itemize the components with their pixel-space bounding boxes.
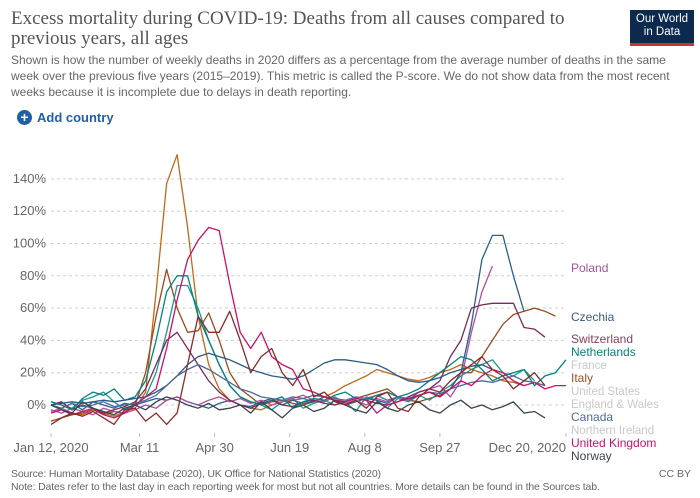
- add-country-label: Add country: [37, 110, 114, 125]
- x-tick-label: Jun 19: [270, 440, 309, 455]
- legend-label-netherlands[interactable]: Netherlands: [571, 345, 636, 359]
- x-tick-label: Mar 11: [120, 440, 160, 455]
- y-tick-label: 0%: [27, 397, 46, 412]
- legend-label-norway[interactable]: Norway: [571, 449, 612, 463]
- chart-title: Excess mortality during COVID-19: Deaths…: [11, 8, 565, 49]
- x-tick-label: Sep 27: [419, 440, 460, 455]
- x-tick-label: Jan 12, 2020: [13, 440, 88, 455]
- note-text: Note: Dates refer to the last day in eac…: [11, 481, 600, 493]
- legend-label-canada[interactable]: Canada: [571, 410, 613, 424]
- plus-circle-icon: +: [17, 110, 32, 125]
- legend-label-switzerland[interactable]: Switzerland: [571, 332, 633, 346]
- y-tick-label: 100%: [13, 236, 47, 251]
- legend-label-poland[interactable]: Poland: [571, 261, 608, 275]
- y-tick-label: 80%: [20, 268, 46, 283]
- series-line-united-states[interactable]: [50, 352, 493, 406]
- owid-logo[interactable]: Our World in Data: [630, 10, 694, 46]
- x-tick-label: Dec 20, 2020: [489, 440, 566, 455]
- y-tick-label: 140%: [13, 171, 47, 186]
- legend-label-france[interactable]: France: [571, 360, 607, 372]
- series-line-norway[interactable]: [50, 396, 546, 419]
- y-tick-label: 40%: [20, 332, 46, 347]
- series-line[interactable]: [50, 310, 546, 426]
- chart-header: Excess mortality during COVID-19: Deaths…: [11, 9, 691, 127]
- x-tick-label: Apr 30: [196, 440, 234, 455]
- legend-label-united-kingdom[interactable]: United Kingdom: [571, 436, 656, 450]
- line-chart[interactable]: 0% 20% 40% 60% 80% 100% 120% 140% Jan 12, 2020 Ma…: [0, 0, 700, 466]
- series-line-united-kingdom[interactable]: [50, 226, 566, 419]
- series-line[interactable]: [50, 284, 535, 413]
- y-tick-label: 20%: [20, 365, 46, 380]
- y-tick-label: 60%: [20, 300, 46, 315]
- add-country-button[interactable]: + Add country: [17, 110, 114, 125]
- series-line-canada[interactable]: [50, 363, 546, 409]
- license-link[interactable]: CC BY: [658, 468, 691, 480]
- legend-label-northern-ireland[interactable]: Northern Ireland: [571, 425, 654, 437]
- chart-footer: Source: Human Mortality Database (2020),…: [11, 468, 691, 494]
- legend-label-england-wales[interactable]: England & Wales: [571, 399, 659, 411]
- series-line-czechia[interactable]: [50, 234, 525, 411]
- series-line-netherlands[interactable]: [50, 275, 567, 411]
- x-tick-label: Aug 8: [348, 440, 382, 455]
- series-line[interactable]: [50, 154, 525, 417]
- legend-label-united-states[interactable]: United States: [571, 386, 640, 398]
- legend-label-italy[interactable]: Italy: [571, 371, 593, 385]
- legend-label-czechia[interactable]: Czechia: [571, 310, 615, 324]
- source-text: Source: Human Mortality Database (2020),…: [11, 468, 381, 480]
- y-tick-label: 120%: [13, 203, 47, 218]
- chart-subtitle: Shown is how the number of weekly deaths…: [11, 53, 670, 99]
- series-line-switzerland[interactable]: [50, 302, 546, 414]
